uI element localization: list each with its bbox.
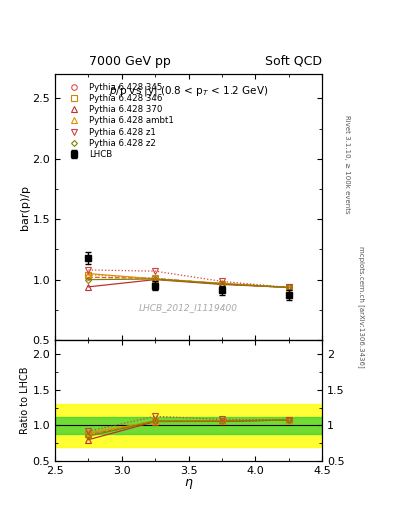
Text: $\bar{p}$/p vs |y| (0.8 < p$_T$ < 1.2 GeV): $\bar{p}$/p vs |y| (0.8 < p$_T$ < 1.2 Ge…: [109, 85, 268, 99]
Pythia 6.428 346: [153, 275, 158, 282]
Pythia 6.428 z1: [86, 267, 91, 273]
Pythia 6.428 370: [286, 284, 291, 290]
Pythia 6.428 z2: [220, 281, 224, 287]
Pythia 6.428 z1: [220, 279, 224, 285]
Pythia 6.428 ambt1: [286, 284, 291, 290]
Line: Pythia 6.428 346: Pythia 6.428 346: [86, 272, 292, 290]
Pythia 6.428 345: [86, 274, 91, 280]
X-axis label: $\eta$: $\eta$: [184, 477, 193, 491]
Pythia 6.428 370: [220, 282, 224, 288]
Pythia 6.428 345: [286, 284, 291, 290]
Text: LHCB_2012_I1119400: LHCB_2012_I1119400: [139, 304, 238, 313]
Line: Pythia 6.428 345: Pythia 6.428 345: [86, 274, 292, 290]
Pythia 6.428 z2: [153, 276, 158, 282]
Pythia 6.428 z2: [86, 276, 91, 283]
Pythia 6.428 370: [153, 276, 158, 283]
Line: Pythia 6.428 z1: Pythia 6.428 z1: [86, 267, 292, 290]
Text: Soft QCD: Soft QCD: [265, 55, 322, 68]
Pythia 6.428 345: [220, 281, 224, 287]
Pythia 6.428 ambt1: [153, 276, 158, 282]
Y-axis label: Ratio to LHCB: Ratio to LHCB: [20, 367, 29, 434]
Pythia 6.428 346: [286, 284, 291, 290]
Pythia 6.428 346: [86, 272, 91, 278]
Pythia 6.428 z1: [153, 268, 158, 274]
Line: Pythia 6.428 z2: Pythia 6.428 z2: [86, 277, 291, 289]
Legend: Pythia 6.428 345, Pythia 6.428 346, Pythia 6.428 370, Pythia 6.428 ambt1, Pythia: Pythia 6.428 345, Pythia 6.428 346, Pyth…: [62, 81, 175, 161]
Line: Pythia 6.428 370: Pythia 6.428 370: [86, 277, 292, 290]
Pythia 6.428 370: [86, 284, 91, 290]
Text: mcplots.cern.ch [arXiv:1306.3436]: mcplots.cern.ch [arXiv:1306.3436]: [358, 246, 364, 368]
Y-axis label: bar(p)/p: bar(p)/p: [20, 185, 29, 229]
Pythia 6.428 z1: [286, 284, 291, 290]
Pythia 6.428 z2: [286, 284, 291, 290]
Bar: [55, 404, 322, 446]
Text: 7000 GeV pp: 7000 GeV pp: [89, 55, 171, 68]
Pythia 6.428 ambt1: [86, 270, 91, 276]
Pythia 6.428 345: [153, 275, 158, 282]
Pythia 6.428 ambt1: [220, 280, 224, 286]
Line: Pythia 6.428 ambt1: Pythia 6.428 ambt1: [86, 271, 292, 290]
Bar: [55, 417, 322, 434]
Pythia 6.428 346: [220, 281, 224, 287]
Text: Rivet 3.1.10, ≥ 100k events: Rivet 3.1.10, ≥ 100k events: [344, 115, 350, 213]
